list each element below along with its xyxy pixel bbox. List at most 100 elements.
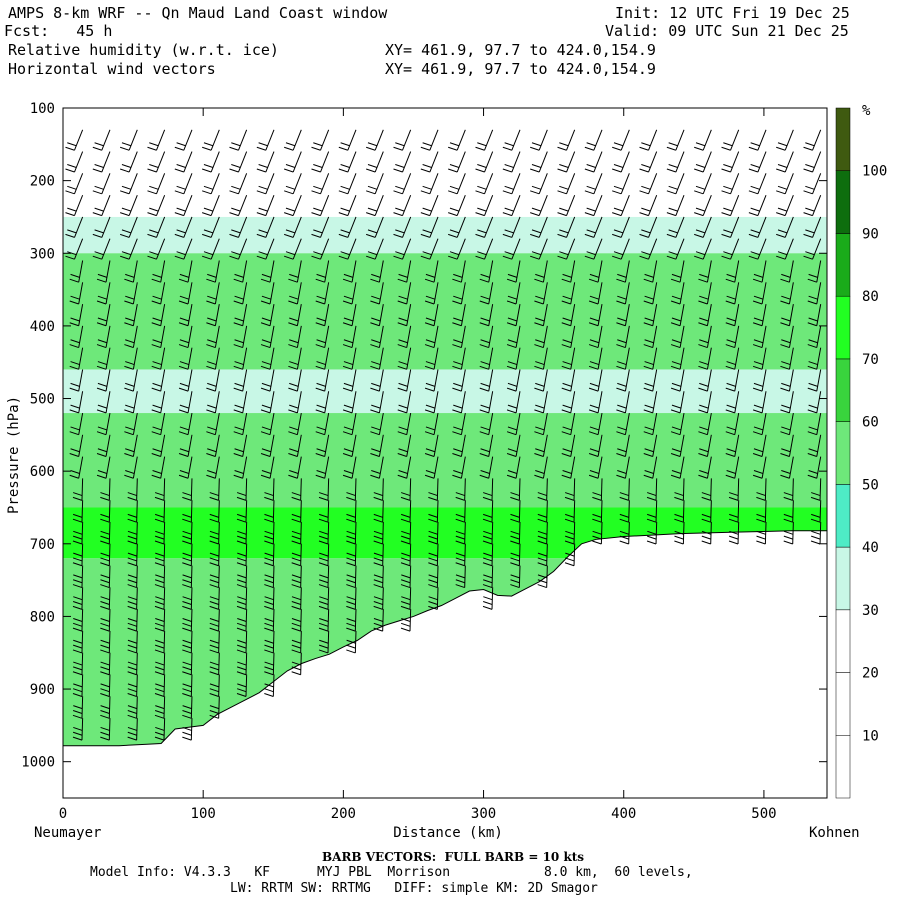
wind-barb	[324, 304, 330, 326]
wind-barb-flag	[644, 470, 654, 474]
wind-barb	[190, 500, 193, 523]
wind-barb	[566, 194, 576, 216]
wind-barb	[351, 347, 357, 370]
wind-barb-flag	[584, 255, 595, 260]
wind-barb-flag	[72, 644, 83, 649]
wind-barb	[456, 129, 466, 151]
wind-barb	[351, 260, 357, 283]
wind-barb	[156, 151, 166, 173]
wind-barb	[706, 434, 712, 457]
wind-barb-flag	[154, 492, 165, 497]
wind-barb-flag	[96, 387, 107, 392]
wind-barb-flag	[176, 185, 186, 190]
wind-barb-flag	[428, 518, 438, 523]
wind-barb-flag	[96, 278, 107, 283]
wind-barb-flag	[285, 229, 296, 234]
wind-barb-flag	[72, 584, 83, 589]
wind-barb-flag	[202, 212, 212, 217]
wind-barb-flag	[729, 530, 739, 535]
wind-barb	[406, 347, 412, 370]
wind-barb-flag	[452, 278, 462, 283]
wind-barb-flag	[537, 562, 547, 567]
x-tick-label: 500	[751, 806, 776, 822]
wind-barb	[406, 456, 412, 479]
wind-barb-flag	[808, 295, 818, 300]
wind-barb-flag	[152, 273, 162, 278]
wind-barb	[538, 216, 548, 238]
wind-barb-flag	[121, 142, 132, 147]
wind-barb-flag	[100, 496, 110, 501]
wind-barb-flag	[619, 535, 629, 540]
wind-barb	[190, 718, 193, 741]
wind-barb	[566, 238, 576, 260]
wind-barb-flag	[808, 448, 818, 453]
wind-barb-flag	[588, 387, 599, 392]
wind-barb	[488, 260, 494, 283]
wind-barb-flag	[209, 605, 219, 610]
wind-barb	[761, 347, 767, 370]
wind-barb-flag	[643, 300, 653, 305]
wind-barb-flag	[231, 207, 241, 212]
wind-barb-flag	[612, 168, 622, 173]
wind-barb-flag	[483, 574, 493, 579]
wind-barb-flag	[315, 474, 325, 479]
wind-barb-flag	[424, 474, 435, 479]
wind-barb	[429, 151, 439, 173]
wind-barb	[81, 543, 84, 566]
wind-barb-flag	[125, 404, 135, 409]
x-tick-label: 200	[331, 806, 356, 822]
wind-barb-flag	[588, 474, 599, 479]
wind-barb-flag	[721, 168, 731, 173]
wind-barb	[300, 500, 302, 523]
wind-barb	[351, 304, 357, 326]
wind-barb-flag	[721, 212, 731, 217]
wind-barb	[347, 216, 357, 238]
wind-barb-flag	[807, 365, 817, 370]
wind-barb-flag	[288, 474, 298, 479]
wind-barb-flag	[100, 666, 110, 671]
wind-barb-flag	[559, 207, 569, 212]
wind-barb	[272, 609, 275, 632]
wind-barb-flag	[258, 251, 268, 256]
wind-barb-flag	[318, 513, 329, 518]
wind-barb	[570, 347, 576, 370]
wind-barb-flag	[373, 540, 383, 545]
wind-barb-flag	[338, 212, 348, 217]
wind-barb-flag	[127, 709, 137, 714]
wind-barb-flag	[807, 300, 817, 305]
wind-barb-flag	[236, 666, 247, 671]
wind-barb-flag	[453, 426, 463, 431]
wind-barb-flag	[65, 212, 75, 217]
wind-barb-flag	[256, 233, 266, 238]
wind-barb-flag	[100, 683, 110, 688]
wind-barb-flag	[236, 562, 247, 567]
wind-barb-flag	[725, 387, 735, 392]
wind-barb-flag	[557, 146, 567, 151]
wind-barb-flag	[72, 557, 83, 562]
wind-barb	[136, 500, 138, 523]
wind-barb	[730, 129, 740, 151]
wind-barb	[296, 304, 302, 326]
wind-barb	[484, 129, 494, 151]
wind-barb	[464, 565, 466, 588]
wind-barb-flag	[100, 731, 110, 736]
wind-barb-flag	[647, 530, 657, 535]
wind-barb-flag	[559, 251, 569, 256]
wind-barb	[409, 587, 412, 610]
wind-barb-flag	[534, 322, 544, 327]
wind-barb-flag	[646, 496, 657, 501]
wind-barb	[327, 478, 330, 501]
wind-barb-flag	[151, 474, 161, 479]
wind-barb-flag	[373, 562, 383, 567]
wind-barb-flag	[616, 344, 626, 349]
wind-barb	[679, 325, 685, 348]
wind-barb	[190, 587, 193, 610]
wind-barb-flag	[393, 212, 403, 217]
wind-barb-flag	[783, 540, 793, 545]
wind-barb-flag	[69, 344, 79, 349]
wind-barb-flag	[537, 513, 547, 518]
wind-barb	[620, 194, 630, 216]
wind-barb	[433, 456, 439, 479]
wind-barb	[788, 412, 794, 435]
wind-barb-flag	[179, 448, 190, 453]
